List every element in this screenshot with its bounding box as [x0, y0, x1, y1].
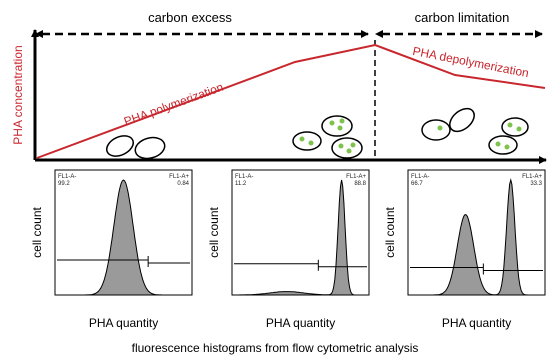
gate-label: FL1-A+: [346, 174, 366, 180]
phase-label: carbon limitation: [415, 10, 510, 25]
histogram-curve: [55, 179, 192, 296]
histogram-curve: [232, 179, 369, 296]
gate-label: FL1-A+: [522, 174, 542, 180]
cells: [106, 107, 529, 160]
x-axis-label: PHA quantity: [266, 316, 335, 330]
gate-label: FL1-A-: [235, 174, 253, 180]
gate-percent: 66.7: [411, 181, 423, 187]
caption: fluorescence histograms from flow cytome…: [132, 341, 419, 355]
pha-granules: [299, 118, 522, 154]
y-axis-label: PHA concentration: [11, 45, 25, 144]
y-axis-label: cell count: [207, 206, 221, 257]
y-axis-label: cell count: [383, 206, 397, 257]
gate-percent: 0.84: [177, 181, 189, 187]
phase-label: carbon excess: [148, 10, 232, 25]
gate-percent: 11.2: [235, 181, 247, 187]
curve-label: PHA depolymerization: [411, 44, 530, 80]
gate-percent: 99.2: [58, 181, 70, 187]
histogram: FL1-A-11.2 FL1-A+88.8 cell count PHA quanti…: [207, 169, 370, 330]
y-axis-label: cell count: [30, 206, 44, 257]
gate-label: FL1-A+: [169, 174, 189, 180]
gate-label: FL1-A-: [411, 174, 429, 180]
histogram-curve: [408, 178, 545, 296]
concentration-curve: [36, 43, 546, 159]
x-axis-label: PHA quantity: [89, 316, 158, 330]
gate-percent: 33.3: [530, 181, 542, 187]
x-axis-label: PHA quantity: [442, 316, 511, 330]
histogram: FL1-A-99.2 FL1-A+0.84 cell count PHA quanti…: [30, 169, 193, 330]
gate-percent: 88.8: [354, 181, 366, 187]
gate-label: FL1-A-: [58, 174, 76, 180]
histogram: FL1-A-66.7 FL1-A+33.3 cell count PHA quanti…: [383, 169, 546, 330]
curve-label: PHA polymerization: [122, 80, 225, 129]
